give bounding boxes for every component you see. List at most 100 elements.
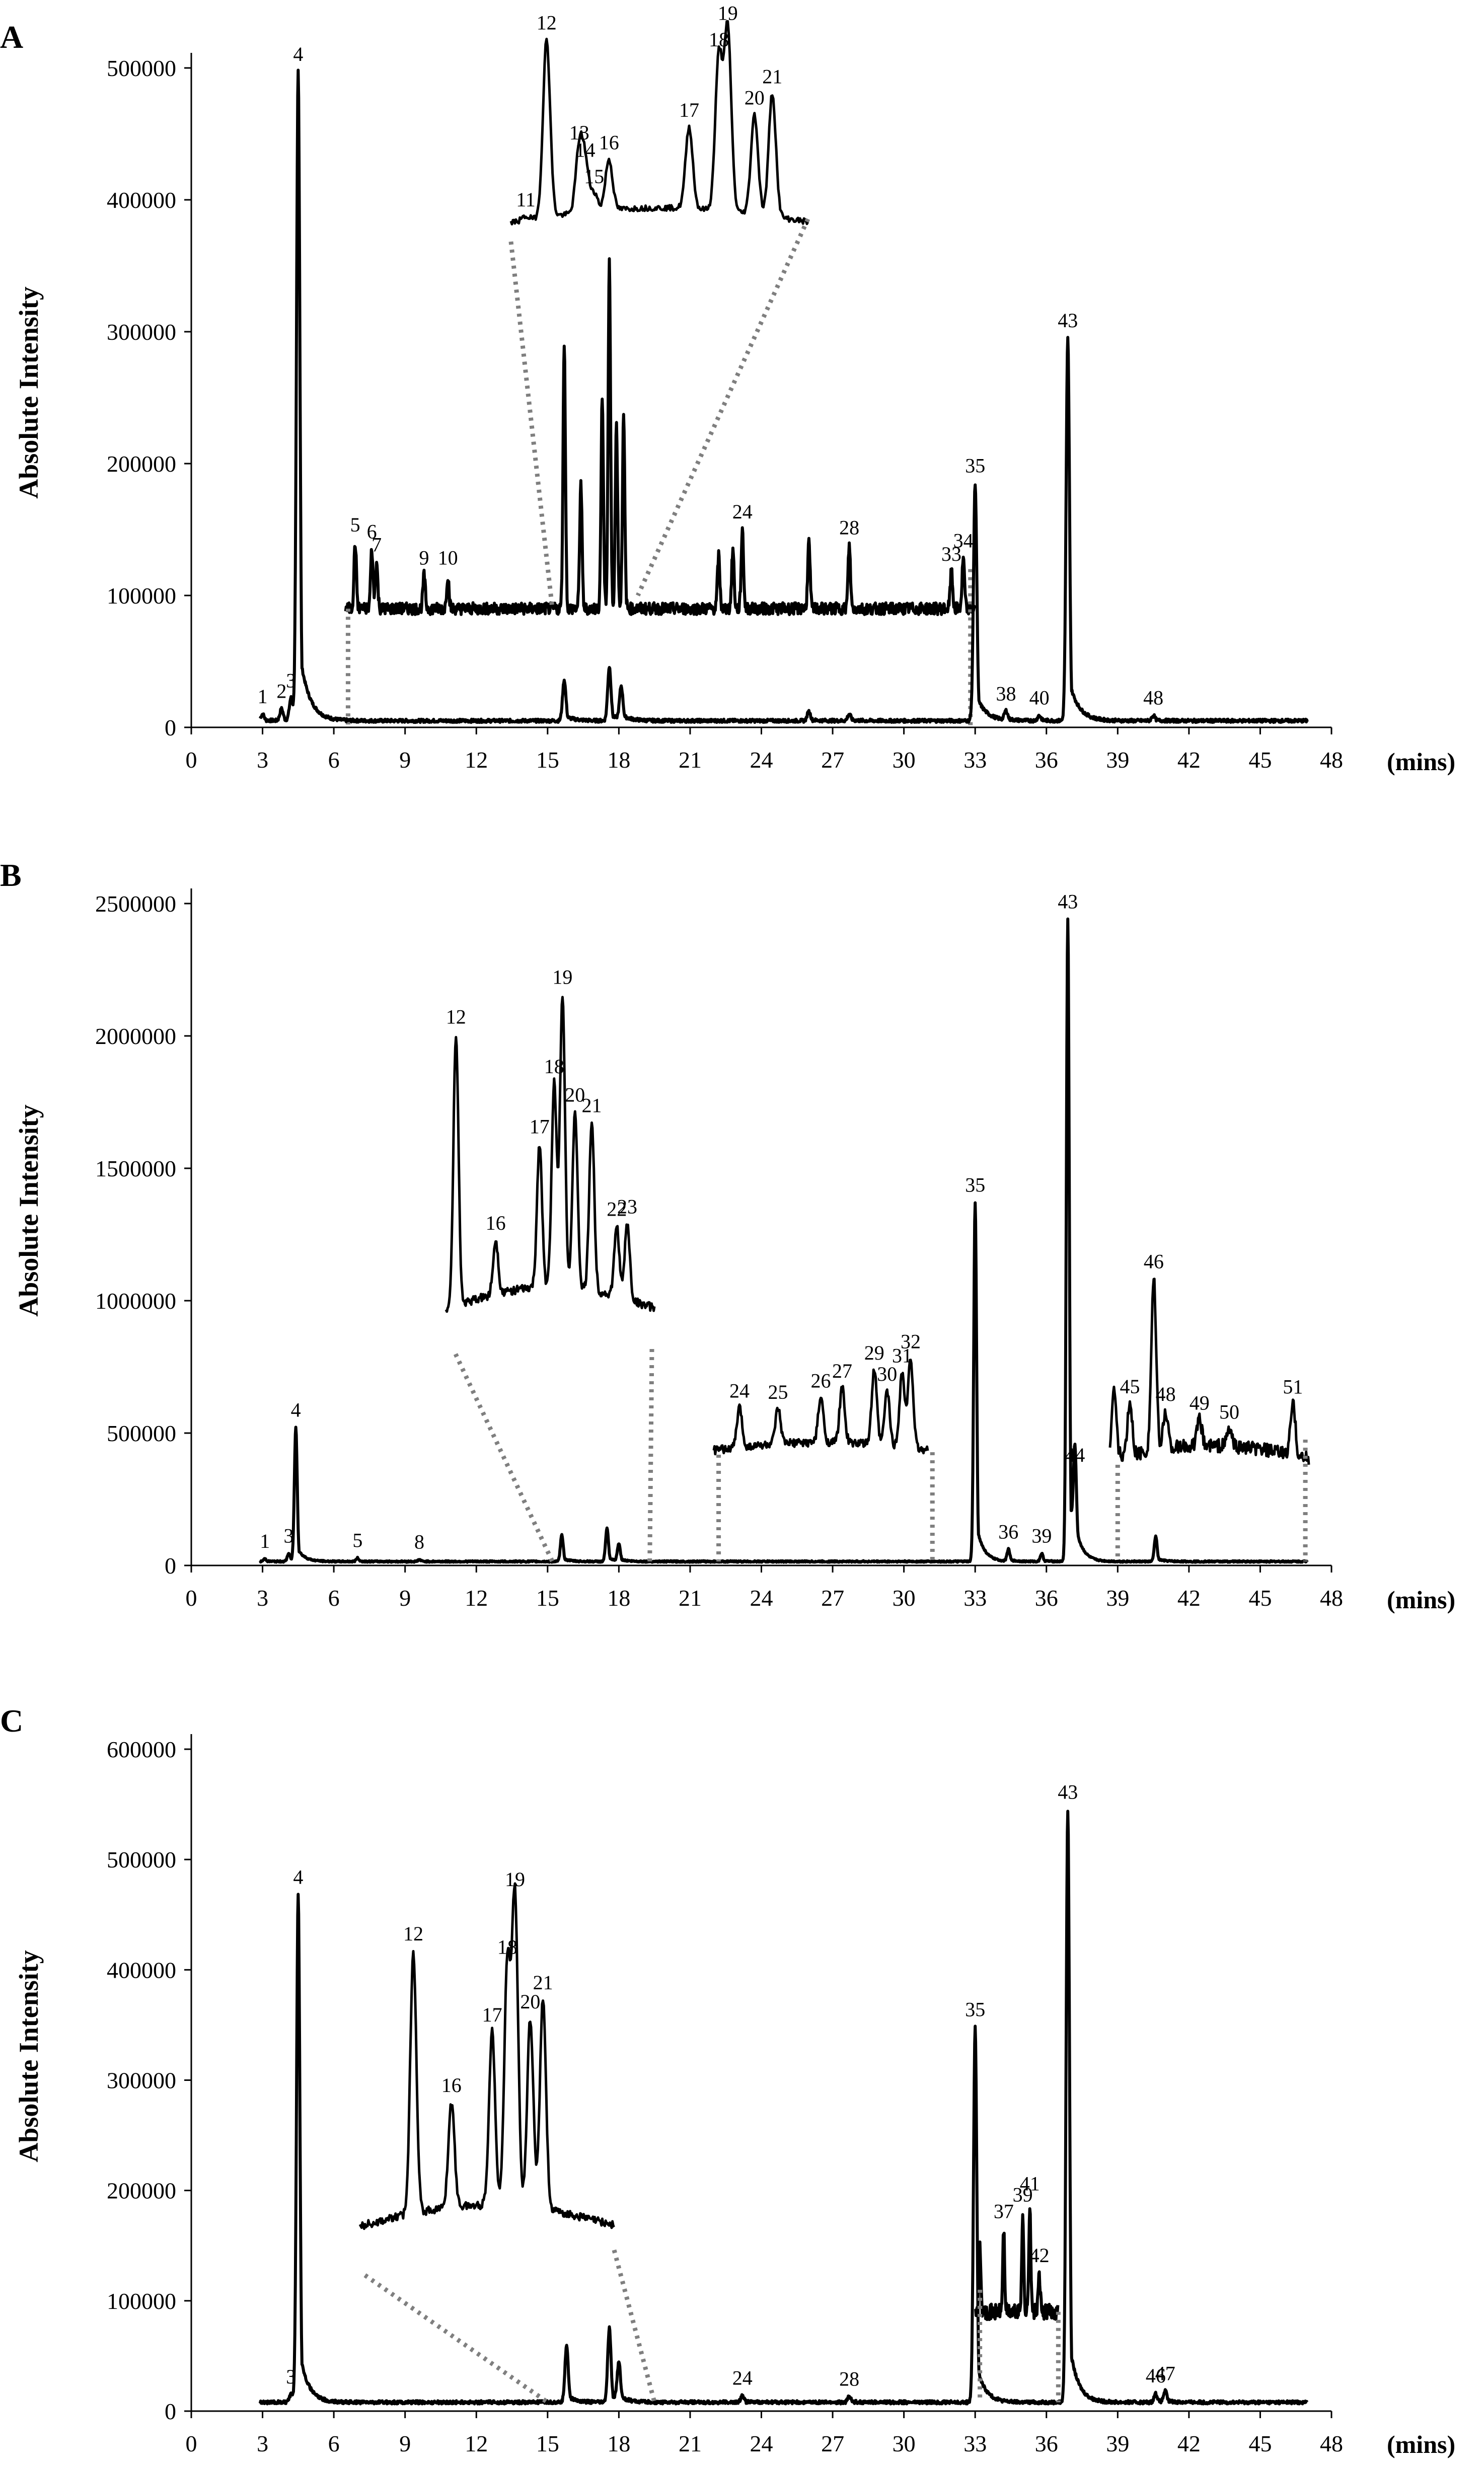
axes-C: 0 3 6 9 12 15 18 21 24 27 30 33 36 39 42 45 480100000200… xyxy=(107,1734,1343,2456)
x-tick-label: 36 xyxy=(1035,747,1058,773)
x-tick-label: 21 xyxy=(679,747,702,773)
peak-label: 1 xyxy=(258,685,268,708)
x-tick-label: 33 xyxy=(963,2431,987,2456)
panel-label-B: B xyxy=(0,857,22,893)
x-tick-label: 39 xyxy=(1106,2431,1129,2456)
x-tick-label: 15 xyxy=(536,1585,559,1611)
y-tick-label: 500000 xyxy=(107,55,176,81)
connector-line xyxy=(612,2249,657,2403)
y-axis-title-A: Absolute Intensity xyxy=(14,286,44,499)
peak-label: 10 xyxy=(438,547,458,569)
panel-label-A: A xyxy=(0,19,23,55)
x-tick-label: 6 xyxy=(328,2431,340,2456)
y-tick-label: 300000 xyxy=(107,319,176,345)
peak-label: 43 xyxy=(1058,1781,1078,1804)
peak-label: 36 xyxy=(998,1520,1018,1543)
y-tick-label: 200000 xyxy=(107,451,176,477)
x-tick-label: 12 xyxy=(465,1585,488,1611)
inset-peak-label: 21 xyxy=(533,1971,553,1994)
peak-label: 34 xyxy=(953,530,974,552)
y-tick-label: 500000 xyxy=(107,1420,176,1446)
inset-peak-label: 19 xyxy=(718,2,738,25)
peak-label: 37 xyxy=(994,2200,1014,2222)
axes-A: 0 3 6 9 12 15 18 21 24 27 30 33 36 39 42 45 480100000200… xyxy=(107,53,1343,773)
x-tick-label: 48 xyxy=(1320,1585,1343,1611)
connector-line xyxy=(363,2273,549,2405)
inset-peak-label: 17 xyxy=(679,99,699,121)
x-tick-label: 48 xyxy=(1320,747,1343,773)
y-tick-label: 1500000 xyxy=(95,1156,176,1181)
y-tick-label: 2500000 xyxy=(95,891,176,917)
x-tick-label: 33 xyxy=(963,747,987,773)
peak-label: 39 xyxy=(1013,2184,1033,2206)
inset-peak-label: 49 xyxy=(1190,1392,1210,1414)
inset-peak-label: 20 xyxy=(745,87,765,109)
y-tick-label: 100000 xyxy=(107,2288,176,2314)
panel-C: C Absolute Intensity 0 3 6 9 12 15 18 21 24 27 30 3… xyxy=(0,1703,1455,2458)
inset-series-line xyxy=(344,257,977,616)
x-tick-label: 3 xyxy=(257,1585,268,1611)
inset-peak-label: 18 xyxy=(709,28,729,51)
inset-peak-label: 19 xyxy=(552,965,572,988)
inset-peak-label: 15 xyxy=(584,165,604,188)
x-tick-label: 0 xyxy=(186,747,197,773)
x-tick-label: 36 xyxy=(1035,2431,1058,2456)
x-tick-label: 45 xyxy=(1248,747,1272,773)
peak-label: 5 xyxy=(352,1529,362,1551)
inset-peak-label: 30 xyxy=(877,1363,897,1385)
peak-label: 24 xyxy=(732,500,753,523)
y-tick-label: 400000 xyxy=(107,187,176,213)
inset-trace xyxy=(444,996,656,1313)
inset-peak-label: 29 xyxy=(864,1341,884,1364)
x-tick-label: 18 xyxy=(607,2431,630,2456)
peak-label: 3 xyxy=(286,669,296,692)
inset-peak-label: 16 xyxy=(599,131,619,154)
y-tick-label: 1000000 xyxy=(95,1288,176,1314)
x-tick-label: 45 xyxy=(1248,1585,1272,1611)
inset-peak-label: 17 xyxy=(530,1115,550,1138)
inset-trace xyxy=(509,20,809,226)
inset-series-line xyxy=(974,2207,1060,2322)
connector-line xyxy=(508,241,555,609)
y-tick-label: 500000 xyxy=(107,1847,176,1873)
x-tick-label: 39 xyxy=(1106,1585,1129,1611)
connector-line xyxy=(647,1349,654,1562)
peak-label: 6 xyxy=(367,520,377,543)
connector-line xyxy=(453,1353,555,1563)
x-tick-label: 30 xyxy=(893,1585,916,1611)
peak-label: 35 xyxy=(965,1173,985,1196)
x-tick-label: 9 xyxy=(399,2431,411,2456)
peak-label: 28 xyxy=(839,2368,859,2390)
inset-peak-label: 11 xyxy=(516,188,536,211)
inset-peak-label: 17 xyxy=(482,2003,502,2026)
peak-label: 35 xyxy=(965,454,985,477)
inset-peak-label: 18 xyxy=(497,1935,517,1958)
x-tick-label: 12 xyxy=(465,747,488,773)
x-tick-label: 15 xyxy=(536,747,559,773)
peak-label: 41 xyxy=(1020,2173,1040,2195)
inset-peak-label: 12 xyxy=(537,12,557,34)
peak-label: 3 xyxy=(283,1524,293,1547)
y-tick-label: 0 xyxy=(165,2399,176,2424)
series-line xyxy=(259,917,1309,1564)
x-tick-label: 3 xyxy=(257,747,268,773)
x-tick-label: 36 xyxy=(1035,1585,1058,1611)
peak-label: 42 xyxy=(1029,2244,1050,2267)
inset-peak-label: 27 xyxy=(832,1360,852,1382)
peak-label: 39 xyxy=(1031,1524,1052,1547)
inset-peak-label: 23 xyxy=(617,1195,637,1218)
inset-peak-label: 26 xyxy=(811,1369,831,1392)
inset-peak-label: 46 xyxy=(1144,1250,1164,1273)
peak-label: 8 xyxy=(414,1530,424,1553)
peak-label: 40 xyxy=(1029,686,1050,709)
inset-peak-label: 21 xyxy=(762,65,782,88)
peak-label: 5 xyxy=(350,513,360,536)
peak-label: 4 xyxy=(291,1398,301,1421)
x-tick-label: 18 xyxy=(607,1585,630,1611)
peak-label: 44 xyxy=(1065,1444,1085,1466)
x-tick-label: 45 xyxy=(1248,2431,1272,2456)
